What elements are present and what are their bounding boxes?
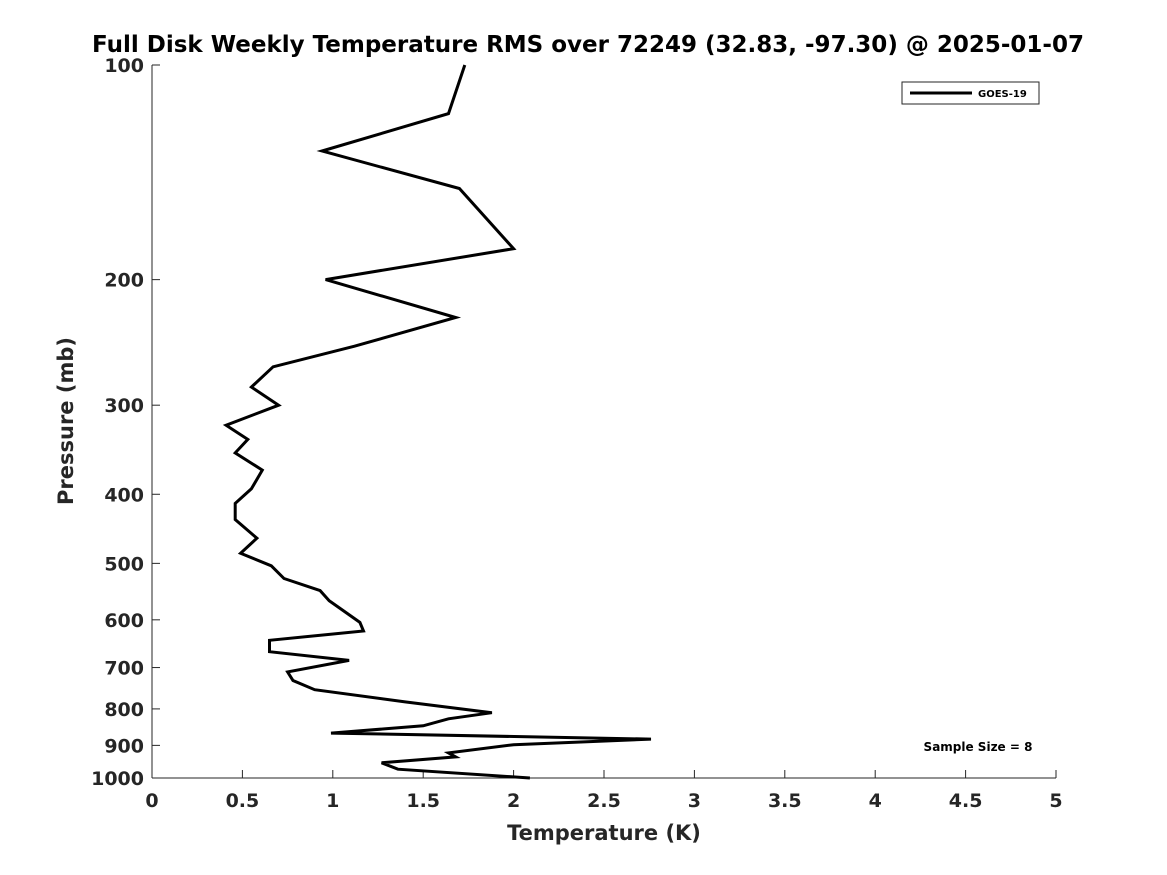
y-tick-label: 700 bbox=[104, 658, 144, 680]
x-tick-label: 0.5 bbox=[226, 790, 260, 812]
y-tick-label: 400 bbox=[104, 484, 144, 506]
y-axis-label: Pressure (mb) bbox=[54, 337, 78, 505]
y-tick-label: 300 bbox=[104, 395, 144, 417]
x-tick-label: 3.5 bbox=[768, 790, 802, 812]
x-tick-label: 1 bbox=[326, 790, 339, 812]
x-tick-label: 0 bbox=[145, 790, 158, 812]
chart-title: Full Disk Weekly Temperature RMS over 72… bbox=[92, 32, 1084, 58]
y-ticks: 100 200 300 400 500 600 700 800 900 1000 bbox=[91, 55, 160, 790]
x-tick-label: 4 bbox=[869, 790, 882, 812]
y-tick-label: 800 bbox=[104, 699, 144, 721]
x-tick-label: 5 bbox=[1049, 790, 1062, 812]
x-tick-label: 1.5 bbox=[406, 790, 440, 812]
y-tick-label: 500 bbox=[104, 553, 144, 575]
legend: GOES-19 bbox=[901, 81, 1040, 105]
y-tick-label: 600 bbox=[104, 610, 144, 632]
legend-label-goes-19: GOES-19 bbox=[978, 89, 1027, 100]
sample-size-annotation: Sample Size = 8 bbox=[924, 740, 1033, 754]
y-tick-label: 200 bbox=[104, 270, 144, 292]
series-line-goes-19 bbox=[222, 64, 652, 780]
x-tick-label: 3 bbox=[688, 790, 701, 812]
y-tick-label: 1000 bbox=[91, 768, 144, 790]
x-tick-label: 4.5 bbox=[949, 790, 983, 812]
x-ticks: 0 0.5 1 1.5 2 2.5 3 3.5 4 4.5 5 bbox=[145, 770, 1063, 812]
x-tick-label: 2.5 bbox=[587, 790, 621, 812]
x-axis-label: Temperature (K) bbox=[507, 821, 701, 845]
y-tick-label: 100 bbox=[104, 55, 144, 77]
y-tick-label: 900 bbox=[104, 735, 144, 757]
x-tick-label: 2 bbox=[507, 790, 520, 812]
